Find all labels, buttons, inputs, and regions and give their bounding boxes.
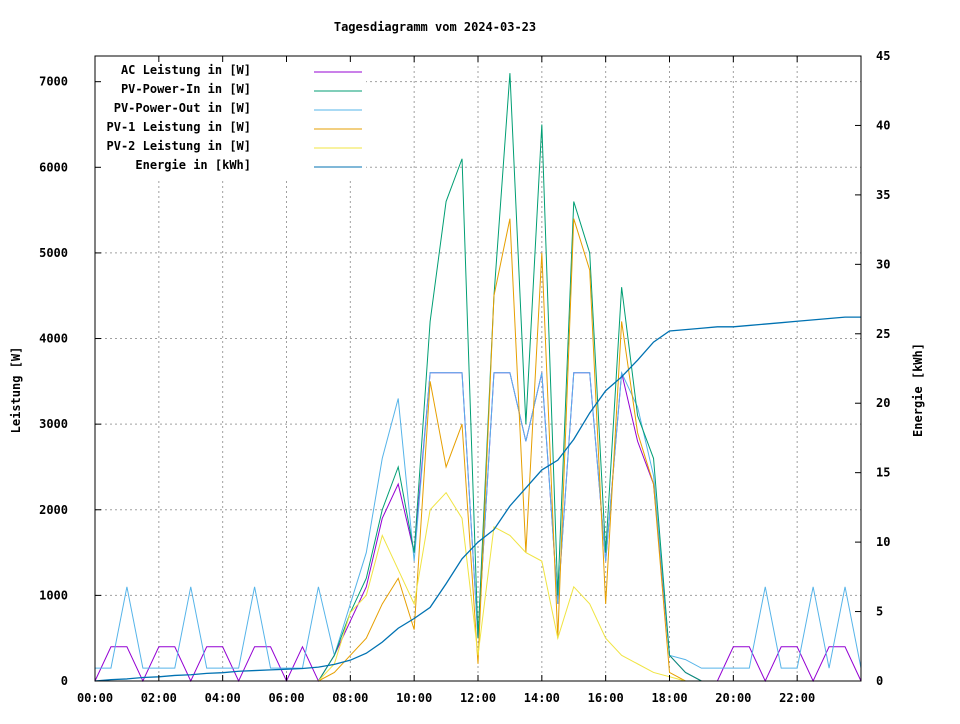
- y-tick-label: 1000: [39, 588, 68, 602]
- y2-tick-label: 25: [876, 327, 890, 341]
- y2-tick-label: 10: [876, 535, 890, 549]
- x-tick-label: 08:00: [332, 691, 368, 705]
- x-tick-label: 12:00: [460, 691, 496, 705]
- legend-label: PV-2 Leistung in [W]: [107, 139, 252, 153]
- x-tick-label: 06:00: [268, 691, 304, 705]
- y2-tick-label: 45: [876, 49, 890, 63]
- y2-tick-label: 0: [876, 674, 883, 688]
- x-tick-label: 22:00: [779, 691, 815, 705]
- axes: 00:00 02:00 04:00 06:00 08:00 10:00 12:00 14:00…: [39, 49, 890, 705]
- y-axis-label: Leistung [W]: [9, 347, 23, 434]
- legend-label: Energie in [kWh]: [135, 158, 251, 172]
- y-tick-label: 2000: [39, 503, 68, 517]
- y2-axis-label: Energie [kWh]: [911, 343, 925, 437]
- y-tick-label: 5000: [39, 246, 68, 260]
- legend-label: AC Leistung in [W]: [121, 63, 251, 77]
- grid: [95, 56, 861, 681]
- legend-label: PV-Power-In in [W]: [121, 82, 251, 96]
- x-tick-label: 18:00: [651, 691, 687, 705]
- x-tick-label: 10:00: [396, 691, 432, 705]
- y2-tick-label: 35: [876, 188, 890, 202]
- series-line-5: [94, 316, 861, 682]
- legend-label: PV-Power-Out in [W]: [114, 101, 251, 115]
- x-tick-label: 16:00: [588, 691, 624, 705]
- y2-tick-label: 15: [876, 466, 890, 480]
- x-tick-label: 04:00: [205, 691, 241, 705]
- y-tick-label: 0: [61, 674, 68, 688]
- y-tick-label: 7000: [39, 75, 68, 89]
- legend-label: PV-1 Leistung in [W]: [107, 120, 252, 134]
- y-tick-label: 4000: [39, 332, 68, 346]
- x-tick-label: 14:00: [524, 691, 560, 705]
- y-tick-label: 3000: [39, 417, 68, 431]
- x-tick-label: 02:00: [141, 691, 177, 705]
- y2-tick-label: 40: [876, 118, 890, 132]
- y2-tick-label: 5: [876, 605, 883, 619]
- y-tick-label: 6000: [39, 160, 68, 174]
- legend: AC Leistung in [W] PV-Power-In in [W] PV-P…: [96, 57, 366, 180]
- x-tick-label: 20:00: [715, 691, 751, 705]
- x-tick-label: 00:00: [77, 691, 113, 705]
- chart-title: Tagesdiagramm vom 2024-03-23: [334, 20, 536, 34]
- legend-background: [96, 57, 366, 180]
- y2-tick-label: 20: [876, 396, 890, 410]
- y2-tick-label: 30: [876, 257, 890, 271]
